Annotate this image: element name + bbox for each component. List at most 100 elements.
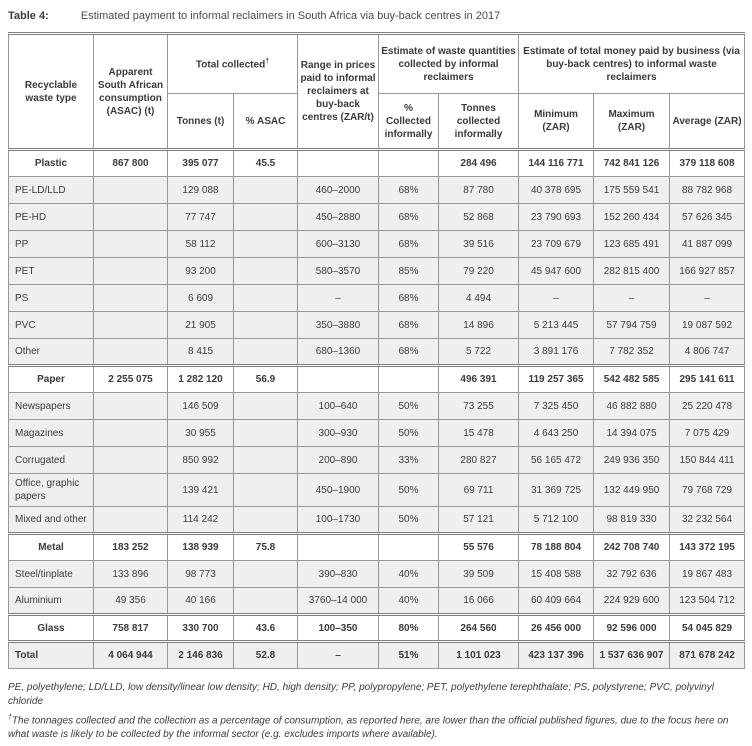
cell-pe-hd-5: 68% [378,203,439,231]
col-header-tonnes: Tonnes (t) [167,93,234,150]
row-label-other-plastic: Other [8,338,94,366]
cell-newspapers-9: 25 220 478 [669,392,746,420]
cell-other-plastic-1 [93,338,168,366]
cell-magazines-8: 14 394 075 [593,419,671,447]
cell-paper-5 [378,364,439,393]
cell-total-6: 1 101 023 [437,640,520,669]
row-label-pe-hd: PE-HD [8,203,94,231]
col-header-waste-type: Recyclable waste type [8,32,94,150]
cell-pe-hd-8: 152 260 434 [593,203,671,231]
cell-aluminium-2: 40 166 [167,587,234,615]
cell-office-graphic-papers-4: 450–1900 [297,473,379,507]
table-row-magazines: Magazines 30 955 300–930 50% 15 478 4 643 250… [8,419,746,447]
cell-metal-5 [378,532,439,561]
row-label-ps: PS [8,284,94,312]
cell-metal-2: 138 939 [167,532,234,561]
cell-corrugated-4: 200–890 [297,446,379,474]
cell-total-5: 51% [378,640,439,669]
cell-ps-5: 68% [378,284,439,312]
table-caption: Table 4: Estimated payment to informal r… [8,10,744,22]
cell-glass-3: 43.6 [233,613,298,642]
cell-corrugated-1 [93,446,168,474]
col-group-waste-quantities: Estimate of waste quantities collected b… [377,32,520,94]
cell-ps-4: – [297,284,379,312]
cell-pe-hd-1 [93,203,168,231]
cell-steel-tinplate-4: 390–830 [297,560,379,588]
cell-corrugated-9: 150 844 411 [669,446,746,474]
table-body: Plastic 867 800 395 077 45.5 284 496 144 116 … [8,148,746,669]
cell-glass-5: 80% [378,613,439,642]
cell-total-2: 2 146 836 [167,640,234,669]
cell-office-graphic-papers-9: 79 768 729 [669,473,746,507]
cell-mixed-and-other-5: 50% [378,506,439,534]
cell-pe-ld-lld-3 [233,176,298,204]
cell-metal-1: 183 252 [93,532,168,561]
cell-aluminium-7: 60 409 664 [518,587,595,615]
cell-other-plastic-7: 3 891 176 [518,338,595,366]
cell-aluminium-5: 40% [378,587,439,615]
cell-paper-7: 119 257 365 [518,364,595,393]
cell-plastic-7: 144 116 771 [518,148,595,177]
cell-aluminium-9: 123 504 712 [669,587,746,615]
cell-newspapers-3 [233,392,298,420]
table-caption-label: Table 4: [8,10,49,22]
cell-magazines-6: 15 478 [437,419,520,447]
cell-office-graphic-papers-8: 132 449 950 [593,473,671,507]
cell-ps-8: – [593,284,671,312]
cell-pet-5: 85% [378,257,439,285]
cell-magazines-7: 4 643 250 [518,419,595,447]
cell-glass-2: 330 700 [167,613,234,642]
cell-paper-6: 496 391 [437,364,520,393]
cell-paper-1: 2 255 075 [93,364,168,393]
cell-pe-ld-lld-2: 129 088 [167,176,234,204]
cell-aluminium-6: 16 066 [437,587,520,615]
table-row-ps: PS 6 609–68% 4 494– – – [8,284,746,312]
table-row-pe-hd: PE-HD 77 747 450–2880 68% 52 868 23 790 693 15… [8,203,746,231]
cell-office-graphic-papers-7: 31 369 725 [518,473,595,507]
cell-magazines-1 [93,419,168,447]
row-label-glass: Glass [8,613,94,642]
table-row-paper: Paper 2 255 075 1 282 120 56.9 496 391 119 25… [8,364,746,393]
cell-metal-6: 55 576 [437,532,520,561]
cell-pe-hd-7: 23 790 693 [518,203,595,231]
cell-pe-hd-2: 77 747 [167,203,234,231]
cell-corrugated-7: 56 165 472 [518,446,595,474]
col-header-average-zar: Average (ZAR) [669,93,746,150]
footnote-tonnages-text: The tonnages collected and the collectio… [8,715,729,741]
cell-magazines-3 [233,419,298,447]
table-row-steel-tinplate: Steel/tinplate 133 896 98 773 390–830 40% 39 … [8,560,746,588]
cell-pvc-9: 19 087 592 [669,311,746,339]
cell-mixed-and-other-2: 114 242 [167,506,234,534]
table-caption-text: Estimated payment to informal reclaimers… [80,10,501,22]
cell-other-plastic-4: 680–1360 [297,338,379,366]
cell-pvc-4: 350–3880 [297,311,379,339]
table-row-pe-ld-lld: PE-LD/LLD 129 088 460–2000 68% 87 780 40 378 … [8,176,746,204]
cell-pp-1 [93,230,168,258]
cell-total-4: – [297,640,379,669]
cell-office-graphic-papers-5: 50% [378,473,439,507]
cell-pe-ld-lld-1 [93,176,168,204]
cell-pe-ld-lld-4: 460–2000 [297,176,379,204]
cell-total-8: 1 537 636 907 [593,640,671,669]
cell-pet-2: 93 200 [167,257,234,285]
row-label-mixed-and-other: Mixed and other [8,506,94,534]
cell-mixed-and-other-4: 100–1730 [297,506,379,534]
cell-mixed-and-other-1 [93,506,168,534]
row-label-steel-tinplate: Steel/tinplate [8,560,94,588]
cell-corrugated-5: 33% [378,446,439,474]
cell-steel-tinplate-2: 98 773 [167,560,234,588]
cell-paper-8: 542 482 585 [593,364,671,393]
cell-pvc-3 [233,311,298,339]
row-label-pp: PP [8,230,94,258]
col-header-asac: Apparent South African consumption (ASAC… [93,32,168,150]
table-row-pet: PET 93 200 580–3570 85% 79 220 45 947 600 282 … [8,257,746,285]
cell-other-plastic-2: 8 415 [167,338,234,366]
cell-pp-4: 600–3130 [297,230,379,258]
row-label-newspapers: Newspapers [8,392,94,420]
cell-total-1: 4 064 944 [93,640,168,669]
cell-pp-9: 41 887 099 [669,230,746,258]
table-row-aluminium: Aluminium 49 356 40 166 3760–14 000 40% 16 06… [8,587,746,615]
cell-pp-3 [233,230,298,258]
header-row-columns: Tonnes (t) % ASAC % Collected informally… [9,93,746,150]
